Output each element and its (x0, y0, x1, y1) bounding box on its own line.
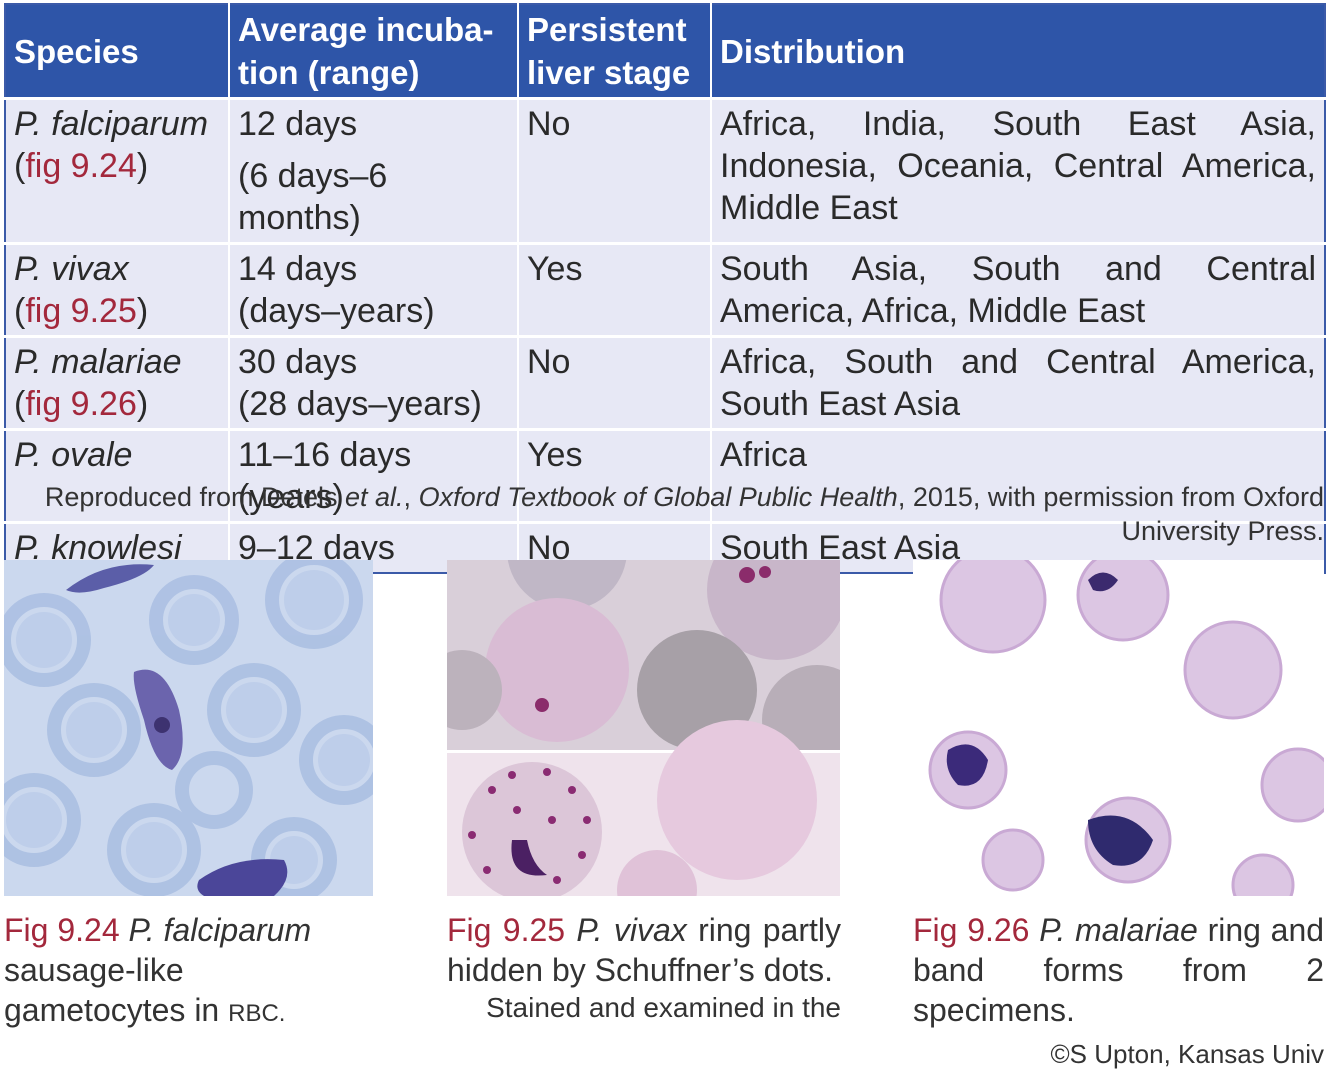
figure-caption-tail: RBC. (228, 1000, 286, 1027)
table-header-row: Species Average incuba-tion (range) Pers… (5, 4, 1325, 99)
incubation-days: 14 days (238, 250, 358, 288)
liver-stage-cell: Yes (518, 242, 712, 337)
vivax-micrograph (447, 560, 840, 896)
distribution-cell: Africa, South and Central America, South… (711, 335, 1325, 430)
liver-stage-cell: No (518, 335, 712, 430)
figure-caption-9-25: Fig 9.25 P. vivax ring partly hidden by … (447, 910, 841, 1026)
liver-stage-cell: Yes (518, 428, 712, 523)
source-suffix: , 2015, with permission from Oxford Univ… (897, 482, 1324, 546)
figure-label: Fig 9.25 (447, 912, 566, 948)
figure-species: P. falciparum (128, 912, 312, 948)
fig-paren-open: ( (14, 292, 26, 330)
figure-label: Fig 9.24 (4, 912, 120, 948)
falciparum-micrograph-svg (4, 560, 373, 896)
incubation-cell: 30 days (28 days–years) (229, 335, 519, 430)
table-row: P. vivax (fig 9.25) 14 days (days–years)… (5, 242, 1325, 337)
species-name: P. vivax (14, 250, 129, 288)
species-cell: P. malariae (fig 9.26) (5, 335, 230, 430)
fig-paren-close: ) (136, 292, 149, 330)
incubation-cell: 14 days (days–years) (229, 242, 519, 337)
incubation-days: 12 days (238, 105, 358, 143)
figure-caption-text: ring and band forms from 2 specimens. (913, 912, 1325, 1028)
figure-caption-text: ring partly hidden by Schuffner’s dots. (447, 912, 841, 988)
source-etal: et al. (345, 482, 404, 512)
figure-caption-tail: Stained and examined in the (486, 992, 841, 1023)
figure-caption-9-26: Fig 9.26 P. malariae ring and band forms… (913, 910, 1324, 1078)
species-cell: P. vivax (fig 9.25) (5, 242, 230, 337)
header-incubation: Average incuba-tion (range) (229, 4, 519, 99)
figure-caption-text: sausage-like gametocytes in (4, 952, 220, 1028)
incubation-cell: 12 days (6 days–6 months) (229, 97, 519, 244)
incubation-cell: 11–16 days (years) (229, 428, 519, 523)
incubation-days: 30 days (238, 343, 358, 381)
distribution-cell: Africa, India, South East Asia, Indonesi… (711, 97, 1325, 244)
fig-link[interactable]: fig 9.24 (25, 147, 137, 185)
fig-link[interactable]: fig 9.26 (25, 385, 137, 423)
incubation-range: (6 days–6 months) (238, 157, 388, 237)
fig-paren-open: ( (14, 385, 26, 423)
fig-link[interactable]: fig 9.25 (25, 292, 137, 330)
malariae-micrograph (913, 560, 1324, 896)
header-liver-stage: Persistent liver stage (518, 4, 712, 99)
liver-stage-cell: No (518, 97, 712, 244)
falciparum-micrograph (4, 560, 373, 896)
figure-species: P. vivax (576, 912, 687, 948)
table-row: P. falciparum (fig 9.24) 12 days (6 days… (5, 97, 1325, 244)
fig-paren-close: ) (136, 147, 149, 185)
header-distribution: Distribution (711, 4, 1325, 99)
species-cell: P. falciparum (fig 9.24) (5, 97, 230, 244)
table-row: P. malariae (fig 9.26) 30 days (28 days–… (5, 335, 1325, 430)
species-name: P. falciparum (14, 105, 209, 143)
species-name: P. malariae (14, 343, 182, 381)
fig-paren-open: ( (14, 147, 26, 185)
source-comma: , (403, 482, 419, 512)
source-book-title: Oxford Textbook of Global Public Health (418, 482, 898, 512)
source-prefix: Reproduced from Detels (44, 482, 345, 512)
table-row: P. ovale 11–16 days (years) Yes Africa (5, 428, 1325, 523)
distribution-cell: Africa (711, 428, 1325, 523)
figure-species: P. malariae (1039, 912, 1198, 948)
figure-label: Fig 9.26 (913, 912, 1030, 948)
source-credit: Reproduced from Detels et al., Oxford Te… (6, 480, 1324, 548)
species-cell: P. ovale (5, 428, 230, 523)
malariae-micrograph-svg (913, 560, 1324, 896)
header-species: Species (5, 4, 230, 99)
figure-caption-9-24: Fig 9.24 P. falciparum sausage-like game… (4, 910, 373, 1034)
figure-credit: ©S Upton, Kansas Univ (1050, 1039, 1324, 1069)
fig-paren-close: ) (136, 385, 149, 423)
distribution-cell: South Asia, South and Central America, A… (711, 242, 1325, 337)
incubation-range: (28 days–years) (238, 385, 482, 423)
incubation-range: (days–years) (238, 292, 435, 330)
vivax-micrograph-svg (447, 560, 840, 896)
malaria-species-table: Species Average incuba-tion (range) Pers… (4, 3, 1326, 574)
